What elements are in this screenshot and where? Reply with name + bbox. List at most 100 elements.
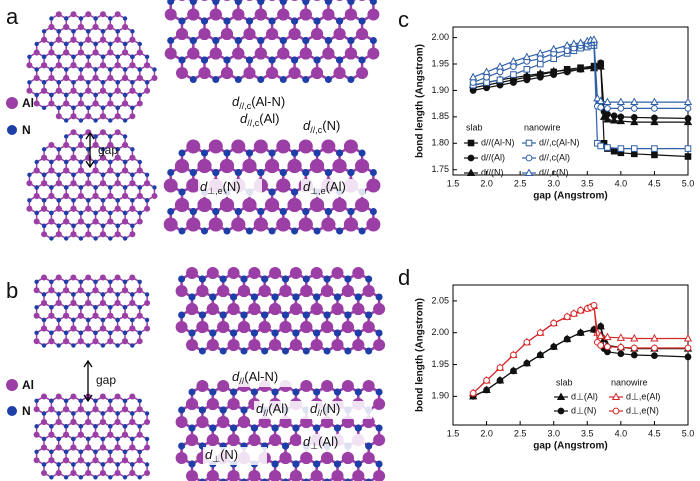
al-atom	[178, 0, 186, 1]
al-atom	[187, 47, 200, 60]
al-atom	[300, 285, 313, 297]
al-atom	[41, 62, 48, 69]
n-atom	[223, 56, 231, 64]
marker	[523, 338, 531, 346]
al-atom	[289, 267, 302, 279]
al-atom	[221, 67, 233, 79]
n-atom	[78, 210, 84, 216]
al-atom	[92, 338, 99, 345]
n-atom	[93, 210, 98, 216]
marker	[483, 377, 490, 384]
n-atom	[291, 149, 299, 157]
al-atom	[289, 434, 302, 446]
n-atom	[189, 169, 197, 176]
al-atom	[55, 11, 62, 18]
n-atom	[358, 56, 366, 64]
n-atom	[34, 159, 39, 165]
n-atom	[122, 279, 128, 284]
n-atom	[282, 275, 289, 283]
n-atom	[152, 185, 157, 190]
n-atom	[334, 329, 341, 337]
al-atom	[300, 380, 313, 392]
n-atom	[375, 424, 383, 432]
n-atom	[271, 329, 279, 337]
bond-symbol: d	[310, 401, 318, 416]
marker	[650, 333, 659, 342]
al-atom	[70, 87, 77, 94]
n-atom	[302, 275, 310, 283]
bond-subscript: //,c	[247, 118, 260, 128]
marker	[482, 67, 491, 75]
legend-label: d⊥(N)	[571, 405, 596, 415]
al-atom	[85, 470, 92, 476]
n-atom	[78, 134, 84, 139]
al-atom	[321, 285, 334, 297]
n-atom	[240, 478, 248, 481]
n-atom	[250, 293, 258, 301]
bond-label: d//,c(Al-N)	[232, 94, 285, 111]
n-atom	[223, 149, 231, 157]
n-atom	[365, 478, 373, 481]
x-tick-label: 5.0	[682, 428, 695, 438]
al-atom	[175, 416, 188, 428]
al-atom	[136, 100, 143, 107]
n-atom	[27, 198, 32, 203]
n-atom	[261, 478, 269, 481]
n-atom	[56, 317, 61, 323]
n-atom	[71, 105, 76, 111]
n-atom	[334, 388, 341, 396]
n-atom	[93, 185, 98, 190]
gap-arrow-heads	[85, 131, 95, 169]
n-atom	[189, 37, 197, 44]
al-atom	[144, 419, 151, 425]
n-atom	[375, 388, 383, 396]
n-atom	[78, 449, 84, 454]
bond-label: d⊥(N)	[205, 447, 238, 464]
al-atom	[70, 470, 77, 476]
al-atom	[85, 87, 92, 94]
al-atom	[100, 154, 106, 161]
al-atom	[77, 406, 84, 413]
n-atom	[78, 41, 84, 47]
marker	[510, 351, 517, 359]
n-atom	[108, 424, 113, 429]
al-atom	[321, 321, 334, 333]
label-backdrop	[301, 434, 365, 452]
n-atom	[71, 80, 76, 85]
n-atom	[63, 398, 69, 403]
n-atom	[86, 462, 91, 467]
al-atom	[85, 444, 92, 451]
al-atom	[266, 67, 279, 79]
marker	[468, 72, 478, 81]
n-atom	[178, 188, 186, 196]
al-atom	[92, 406, 99, 413]
marker	[577, 307, 584, 314]
al-atom	[107, 218, 114, 225]
marker	[599, 112, 609, 120]
al-atom	[99, 393, 106, 400]
al-atom	[85, 325, 92, 332]
x-tick-label: 5.0	[682, 178, 695, 188]
n-atom	[41, 29, 47, 34]
marker	[469, 389, 477, 397]
n-atom	[108, 67, 113, 72]
n-atom	[323, 311, 331, 319]
n-atom	[268, 188, 276, 196]
al-atom	[122, 312, 128, 319]
al-atom	[48, 193, 55, 199]
n-atom	[34, 185, 39, 190]
n-atom	[100, 80, 106, 85]
n-atom	[100, 292, 106, 297]
bond-atoms: (Al)	[318, 434, 338, 449]
al-atom	[151, 193, 158, 199]
al-atom	[122, 431, 128, 438]
al-atom	[300, 321, 313, 333]
n-atom	[137, 67, 142, 72]
marker	[684, 145, 692, 152]
n-atom	[56, 462, 61, 467]
al-atom	[70, 154, 77, 161]
al-atom	[33, 193, 40, 199]
n-atom	[63, 424, 69, 429]
n-atom	[130, 462, 135, 467]
